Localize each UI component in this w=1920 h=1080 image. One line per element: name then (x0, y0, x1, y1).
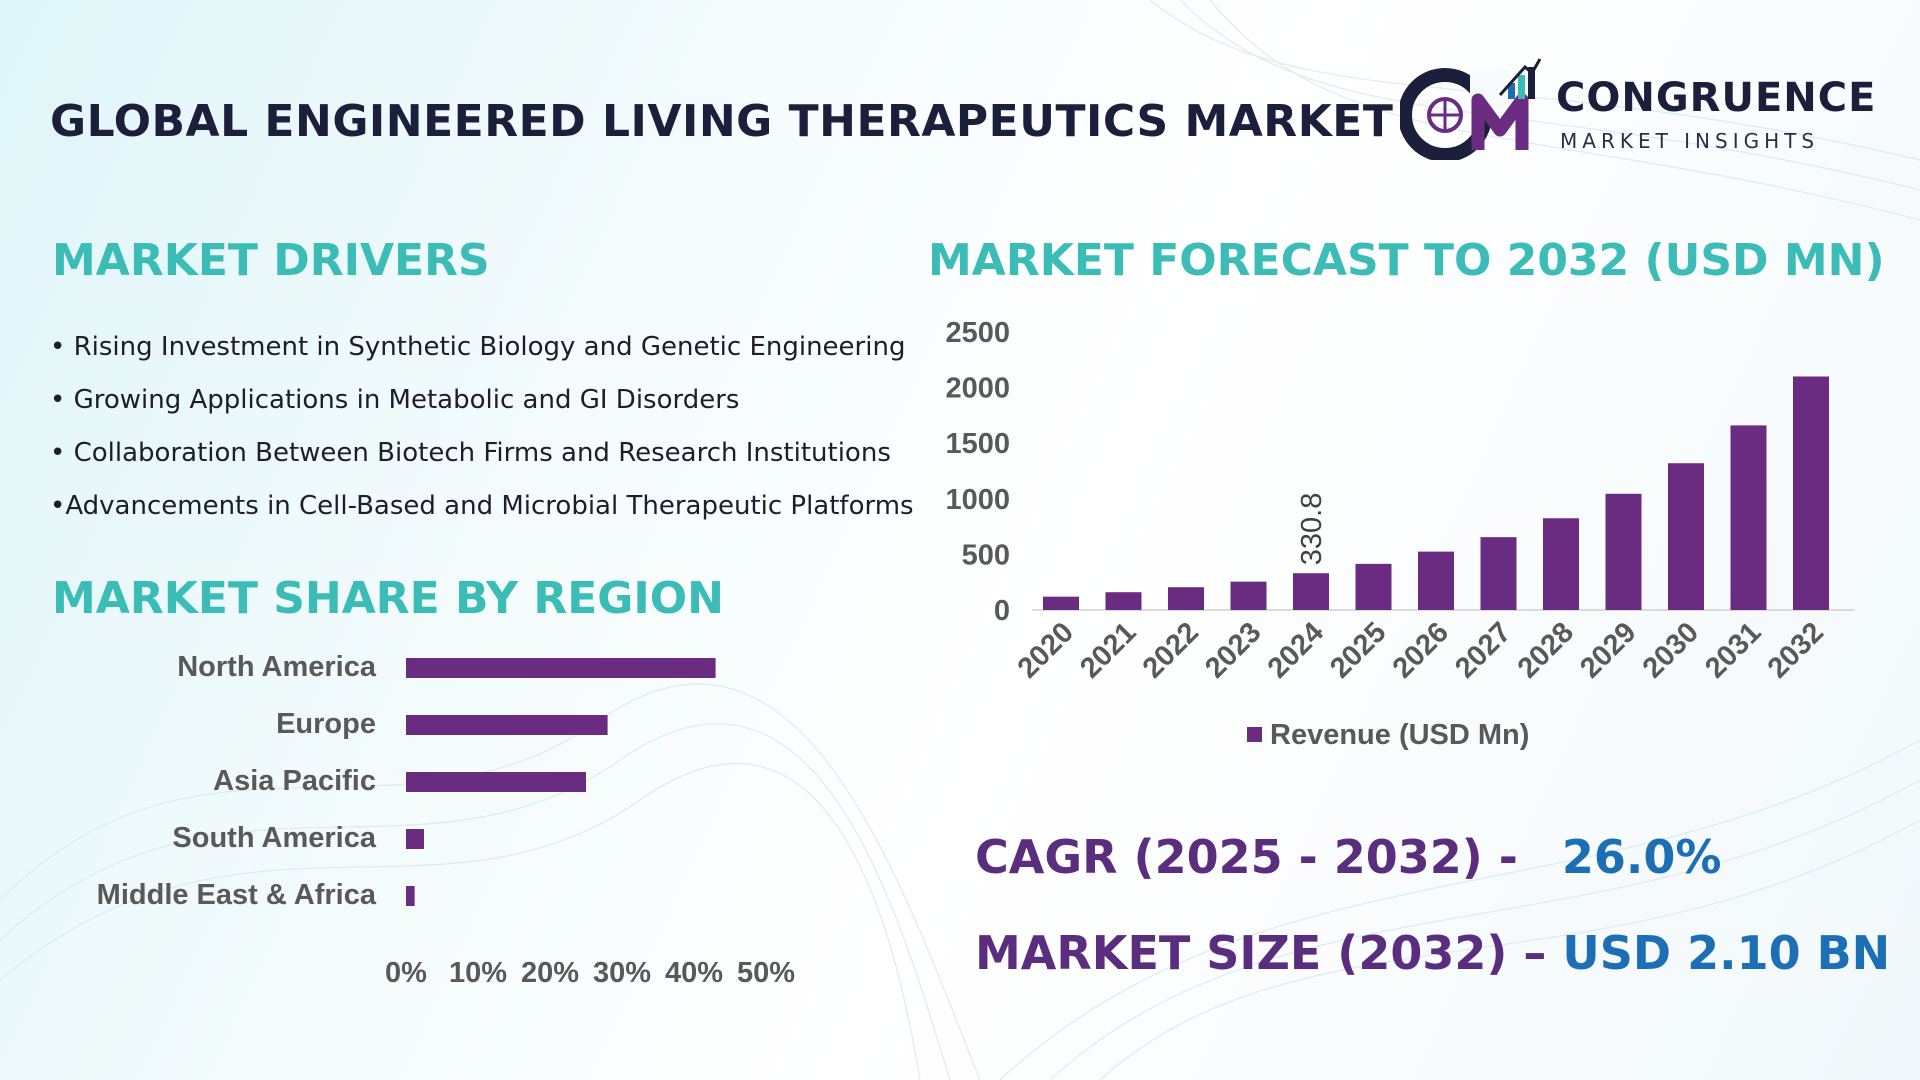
y-tick-label: 1000 (945, 484, 1010, 516)
legend-label: Revenue (USD Mn) (1270, 719, 1529, 751)
logo-name: CONGRUENCE (1556, 75, 1877, 121)
region-share-heading: MARKET SHARE BY REGION (52, 573, 724, 624)
driver-item: • Growing Applications in Metabolic and … (50, 385, 740, 415)
cagr-label: CAGR (2025 - 2032) - (975, 830, 1518, 884)
region-label: North America (177, 651, 377, 683)
region-bar (406, 715, 608, 735)
x-tick-label: 10% (449, 957, 507, 989)
forecast-bar (1355, 563, 1392, 610)
region-bar (406, 829, 424, 849)
brand-logo: CONGRUENCE MARKET INSIGHTS (1400, 55, 1880, 160)
forecast-bar (1168, 587, 1204, 610)
drivers-list: • Rising Investment in Synthetic Biology… (50, 325, 930, 537)
region-label: Europe (276, 708, 376, 740)
forecast-heading: MARKET FORECAST TO 2032 (USD MN) (928, 235, 1885, 286)
forecast-chart: 0 500 1000 1500 2000 2500 20202021202220232024… (945, 317, 1855, 751)
region-label: Middle East & Africa (97, 879, 377, 911)
x-tick-label: 40% (665, 957, 723, 989)
forecast-bar (1543, 518, 1579, 610)
market-size-label: MARKET SIZE (2032) – (975, 926, 1547, 980)
x-tick-label: 30% (593, 957, 651, 989)
forecast-bar (1293, 573, 1329, 610)
logo-tagline: MARKET INSIGHTS (1560, 129, 1820, 153)
forecast-bar (1730, 425, 1767, 610)
region-share-chart: North America Europe Asia Pacific South Ame… (97, 651, 796, 989)
legend-swatch (1247, 727, 1262, 742)
forecast-bar (1105, 592, 1142, 610)
forecast-bar (1230, 581, 1267, 610)
driver-item: • Collaboration Between Biotech Firms an… (50, 438, 891, 468)
y-tick-label: 1500 (945, 428, 1010, 460)
x-tick-label: 2020 (1012, 616, 1080, 684)
market-drivers-heading: MARKET DRIVERS (52, 235, 490, 286)
logo-mark-icon (1400, 58, 1542, 160)
region-bar (406, 658, 716, 678)
y-tick-label: 2000 (945, 373, 1010, 405)
forecast-bar (1793, 376, 1829, 610)
x-tick-label: 2032 (1762, 616, 1830, 684)
x-tick-label: 2027 (1449, 616, 1517, 684)
x-tick-label: 2028 (1512, 616, 1580, 684)
region-bar (406, 886, 415, 906)
driver-item: •Advancements in Cell-Based and Microbia… (50, 491, 914, 521)
forecast-bar (1668, 463, 1704, 610)
x-tick-label: 2031 (1699, 616, 1767, 684)
forecast-bar (1043, 596, 1079, 610)
x-tick-label: 0% (385, 957, 427, 989)
x-tick-label: 2026 (1387, 616, 1455, 684)
market-size-value: USD 2.10 BN (1562, 926, 1891, 980)
x-tick-label: 2029 (1574, 616, 1642, 684)
x-tick-label: 2023 (1199, 616, 1267, 684)
forecast-bar (1605, 493, 1642, 610)
cagr-value: 26.0% (1561, 830, 1722, 884)
forecast-bar (1418, 551, 1454, 610)
x-tick-label: 2022 (1137, 616, 1205, 684)
y-tick-label: 500 (962, 539, 1010, 571)
x-tick-label: 20% (521, 957, 579, 989)
driver-item: • Rising Investment in Synthetic Biology… (50, 332, 906, 362)
page-title: GLOBAL ENGINEERED LIVING THERAPEUTICS MA… (50, 96, 1394, 147)
x-tick-label: 2024 (1262, 616, 1330, 684)
region-bar (406, 772, 586, 792)
x-tick-label: 2030 (1637, 616, 1705, 684)
x-tick-label: 50% (737, 957, 795, 989)
region-label: South America (172, 822, 376, 854)
y-tick-label: 2500 (945, 317, 1010, 349)
data-label: 330.8 (1296, 493, 1328, 566)
x-tick-label: 2025 (1324, 616, 1392, 684)
y-tick-label: 0 (994, 595, 1010, 627)
x-tick-label: 2021 (1074, 616, 1142, 684)
market-size-stat: MARKET SIZE (2032) – USD 2.10 BN (975, 926, 1890, 980)
region-label: Asia Pacific (213, 765, 376, 797)
forecast-bar (1480, 537, 1517, 610)
cagr-stat: CAGR (2025 - 2032) - 26.0% (975, 830, 1722, 884)
